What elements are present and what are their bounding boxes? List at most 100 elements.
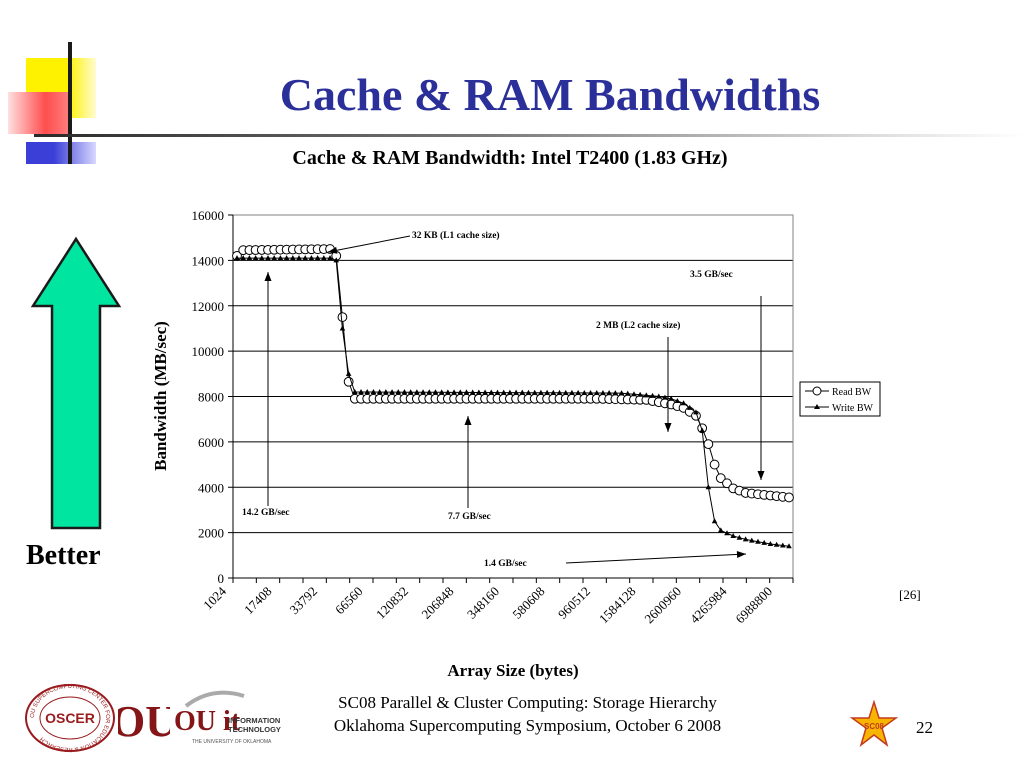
write-bw-point: [779, 542, 786, 548]
write-bw-point: [680, 400, 687, 406]
write-bw-point: [252, 255, 259, 261]
write-bw-point: [482, 389, 488, 395]
title-divider: [34, 134, 1024, 137]
y-axis-label: Bandwidth (MB/sec): [151, 321, 170, 471]
sc08-logo-text: SC08: [864, 722, 885, 731]
legend-marker-triangle: [814, 404, 820, 409]
annotation-label: 2 MB (L2 cache size): [596, 320, 680, 331]
write-bw-point: [507, 389, 513, 395]
write-bw-point: [277, 255, 284, 261]
read-bw-point: [337, 312, 348, 322]
write-bw-point: [742, 536, 749, 542]
footer-line-2: Oklahoma Supercomputing Symposium, Octob…: [333, 716, 722, 735]
x-tick-label: 206848: [418, 584, 456, 622]
annotation-arrow: [565, 553, 747, 564]
write-bw-point: [544, 389, 550, 395]
deco-blue-square: [26, 142, 96, 164]
write-bw-point: [550, 389, 557, 395]
write-bw-point: [618, 390, 625, 396]
write-bw-point: [593, 389, 600, 395]
x-tick-label: 2600960: [641, 584, 684, 627]
read-bw-point: [722, 478, 732, 489]
write-bw-point: [290, 255, 296, 261]
x-axis-label: Array Size (bytes): [447, 661, 578, 680]
write-bw-point: [345, 370, 352, 376]
write-bw-point: [426, 389, 433, 395]
x-tick-label: 1024: [200, 583, 229, 612]
write-bw-point: [494, 389, 501, 395]
chart-legend: Read BW Write BW: [799, 381, 881, 417]
write-bw-point: [414, 389, 420, 395]
write-bw-point: [358, 388, 364, 394]
write-bw-point: [562, 389, 569, 395]
write-bw-point: [240, 255, 247, 261]
write-bw-point: [383, 389, 389, 395]
write-bw-point: [668, 395, 674, 401]
write-bw-point: [699, 427, 705, 433]
annotation-label: 3.5 GB/sec: [690, 270, 733, 280]
footer-line-1: SC08 Parallel & Cluster Computing: Stora…: [338, 693, 717, 712]
write-bw-point: [631, 391, 637, 397]
write-bw-point: [767, 540, 774, 546]
read-bw-point: [784, 492, 794, 503]
x-tick-label: 33792: [287, 584, 321, 618]
ou-logo: OU: [118, 697, 170, 746]
write-bw-point: [259, 255, 265, 261]
write-bw-point: [246, 255, 253, 261]
annotation-arrow: [327, 235, 411, 253]
y-tick-label: 4000: [198, 480, 224, 495]
write-bw-point: [717, 527, 724, 533]
write-bw-point: [395, 389, 402, 395]
write-bw-point: [786, 543, 792, 549]
write-bw-point: [321, 255, 327, 261]
write-bw-point: [445, 389, 451, 395]
write-bw-point: [401, 389, 408, 395]
annotation-label: 7.7 GB/sec: [448, 512, 491, 522]
annotation-label: 14.2 GB/sec: [242, 508, 290, 518]
read-bw-point: [715, 473, 726, 484]
write-bw-point: [457, 389, 464, 395]
write-bw-point: [296, 255, 302, 261]
write-bw-point: [643, 392, 650, 398]
chart-gridlines: [233, 214, 793, 534]
write-bw-point: [711, 518, 718, 524]
read-bw-point: [709, 459, 720, 470]
deco-vertical-line: [68, 42, 72, 164]
annotation-arrowhead: [757, 471, 765, 480]
write-bw-point: [761, 539, 767, 545]
write-bw-point: [606, 390, 612, 396]
y-tick-label: 0: [218, 571, 225, 586]
write-bw-point: [314, 255, 321, 261]
write-bw-point: [587, 389, 594, 395]
read-bw-point: [703, 439, 714, 450]
deco-red-square: [8, 92, 70, 134]
y-tick-label: 2000: [198, 526, 224, 541]
chart-series: [232, 244, 794, 549]
write-bw-point: [308, 255, 315, 261]
write-bw-point: [624, 390, 631, 396]
chart-annotations: 32 KB (L1 cache size) 3.5 GB/sec 2 MB (L2 …: [242, 230, 765, 569]
chart-title: Cache & RAM Bandwidth: Intel T2400 (1.83…: [292, 147, 728, 169]
ou-logo-text: OU: [118, 697, 170, 746]
x-tick-label: 4265984: [687, 583, 730, 626]
series-read-bw: [232, 244, 794, 503]
write-bw-point: [736, 534, 743, 540]
write-bw-point: [538, 389, 544, 395]
better-label: Better: [26, 540, 101, 571]
footer-text: SC08 Parallel & Cluster Computing: Stora…: [300, 691, 755, 737]
write-bw-point: [352, 388, 358, 394]
y-tick-label: 10000: [192, 344, 225, 359]
write-bw-point: [531, 389, 538, 395]
annotation-label: 32 KB (L1 cache size): [412, 230, 500, 241]
write-bw-point: [569, 389, 575, 395]
x-tick-label: 348160: [464, 584, 502, 622]
write-bw-point: [674, 398, 681, 404]
write-bw-point: [283, 255, 290, 261]
write-bw-point: [339, 325, 346, 331]
ou-it-mark: OU it: [174, 706, 241, 737]
write-bw-point: [476, 389, 482, 395]
write-bw-point: [662, 394, 668, 400]
write-bw-point: [637, 391, 643, 397]
write-bw-point: [705, 484, 712, 490]
x-tick-label: 580608: [509, 584, 547, 622]
